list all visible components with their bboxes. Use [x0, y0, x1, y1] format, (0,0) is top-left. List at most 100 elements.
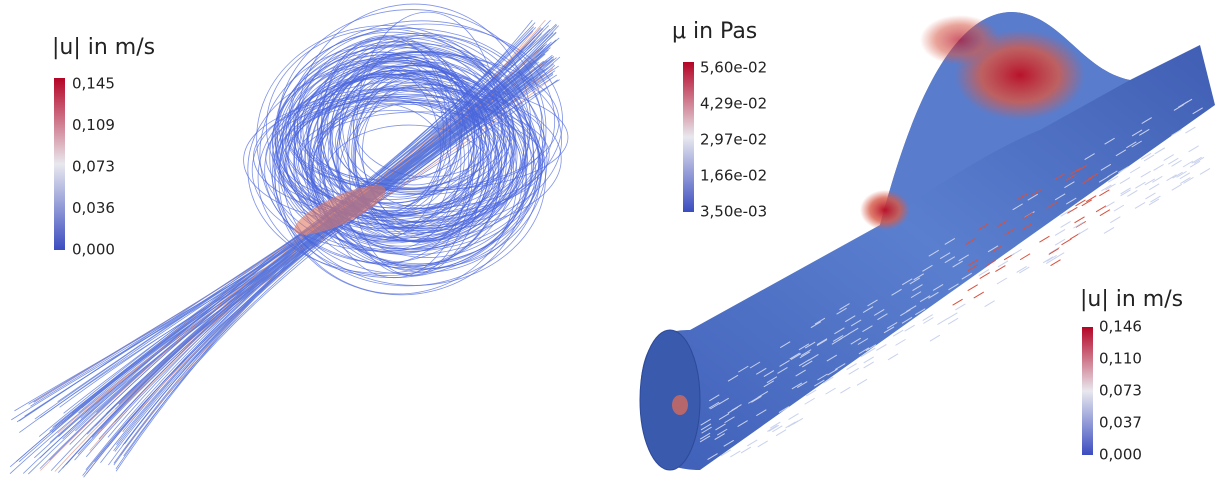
velocity-vector	[715, 423, 726, 431]
velocity-vector	[973, 291, 985, 299]
velocity-vector	[808, 353, 819, 361]
velocity-vector	[1104, 201, 1115, 209]
streamlines	[9, 3, 569, 478]
vortex-line	[285, 54, 482, 229]
velocity-vector	[904, 324, 915, 332]
velocity-vector	[1171, 183, 1182, 191]
vortex-line	[320, 47, 507, 267]
velocity-vector	[965, 238, 976, 245]
velocity-vector	[836, 307, 847, 315]
velocity-vector	[1176, 170, 1187, 178]
velocity-vector	[1179, 172, 1191, 180]
velocity-vector	[714, 433, 725, 440]
velocity-vector	[955, 303, 966, 311]
velocity-vector	[1189, 160, 1201, 168]
velocity-vector	[789, 352, 801, 360]
velocity-vector	[1127, 190, 1138, 197]
velocity-vector	[948, 283, 959, 291]
velocity-vector	[709, 394, 720, 402]
velocity-vector	[995, 265, 1006, 272]
velocity-vector	[1107, 170, 1118, 178]
velocity-vector	[1105, 183, 1116, 191]
velocity-vector	[1098, 175, 1110, 183]
velocity-vector	[746, 439, 758, 447]
velocity-vector	[865, 344, 877, 352]
velocity-vector	[1163, 154, 1174, 161]
velocity-vector	[1107, 175, 1119, 183]
velocity-vector	[738, 365, 749, 373]
vortex-line	[322, 70, 532, 258]
colorbar-title: μ in Pas	[672, 19, 757, 44]
velocity-vector	[1144, 178, 1156, 186]
velocity-vector	[1054, 173, 1065, 181]
velocity-vector	[826, 354, 838, 362]
colorbar-tick-label: 2,97e-02	[700, 131, 767, 149]
velocity-vector	[1081, 177, 1093, 185]
velocity-vector	[909, 277, 921, 285]
velocity-vector	[891, 288, 902, 296]
velocity-vector	[816, 338, 828, 346]
velocity-vector	[876, 344, 887, 351]
velocity-vector	[1070, 167, 1081, 175]
velocity-vector	[795, 369, 806, 377]
velocity-vector	[740, 446, 752, 454]
velocity-vector	[1067, 206, 1078, 214]
velocity-vector	[1171, 129, 1182, 136]
velocity-vector	[1073, 221, 1084, 229]
velocity-vector	[996, 277, 1008, 285]
velocity-vector	[1115, 149, 1127, 157]
velocity-vector	[766, 376, 778, 384]
velocity-vector	[763, 370, 775, 378]
velocity-vector	[1084, 153, 1095, 160]
velocity-vector	[810, 321, 822, 329]
velocity-vector	[1101, 184, 1112, 192]
velocity-vector	[787, 420, 799, 428]
velocity-vector	[1049, 246, 1060, 254]
velocity-vector	[790, 353, 802, 361]
velocity-vector	[1099, 209, 1111, 217]
velocity-vector	[700, 423, 712, 431]
velocity-vector	[1171, 159, 1182, 167]
velocity-vector	[895, 338, 906, 346]
velocity-vector	[901, 278, 913, 286]
velocity-vector	[1131, 129, 1143, 137]
vortex-line	[327, 69, 462, 250]
velocity-vector	[873, 308, 885, 316]
velocity-vector	[1183, 176, 1194, 184]
velocity-vector	[805, 389, 817, 397]
vortex-line	[251, 88, 512, 252]
velocity-vector	[1021, 223, 1032, 231]
velocity-vector	[848, 367, 859, 375]
colorbar-tick-label: 0,037	[1099, 414, 1142, 432]
velocity-vector	[929, 334, 941, 342]
velocity-vector	[716, 428, 728, 436]
velocity-vector	[727, 374, 739, 382]
velocity-vector	[1050, 259, 1061, 267]
velocity-vector	[840, 386, 851, 394]
velocity-vector	[1173, 104, 1185, 111]
velocity-vector	[1185, 126, 1196, 134]
velocity-vector	[756, 409, 767, 417]
velocity-vector	[919, 295, 931, 303]
velocity-vector	[1134, 202, 1146, 209]
velocity-vector	[987, 245, 999, 253]
velocity-vector	[814, 317, 826, 325]
velocity-vector	[944, 238, 956, 245]
vortex-line	[352, 71, 492, 243]
velocity-vector	[779, 360, 790, 367]
velocity-vector	[1019, 266, 1030, 274]
velocity-vector	[1016, 266, 1027, 273]
velocity-vector	[1012, 203, 1023, 211]
velocity-vector	[1042, 256, 1054, 264]
vortex-line	[312, 55, 539, 273]
velocity-vector	[863, 361, 874, 369]
velocity-vector	[730, 450, 741, 458]
velocity-vector	[757, 440, 768, 448]
velocity-vector	[947, 317, 959, 325]
velocity-vector	[944, 256, 956, 264]
velocity-vector	[915, 308, 926, 316]
velocity-vector	[707, 453, 718, 460]
velocity-vector	[952, 260, 963, 268]
velocity-vector	[825, 387, 836, 395]
velocity-vector	[1192, 107, 1203, 115]
